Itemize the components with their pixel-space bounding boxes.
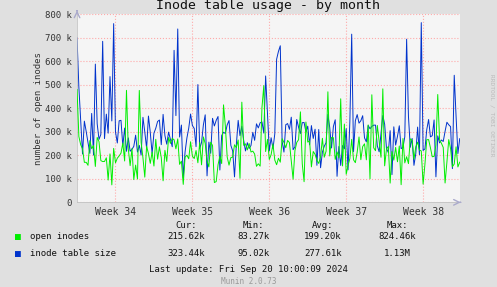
Y-axis label: number of open inodes: number of open inodes (33, 52, 43, 165)
Text: 277.61k: 277.61k (304, 249, 342, 259)
Text: Munin 2.0.73: Munin 2.0.73 (221, 277, 276, 286)
Text: RRDTOOL / TOBI OETIKER: RRDTOOL / TOBI OETIKER (490, 73, 495, 156)
Text: 1.13M: 1.13M (384, 249, 411, 259)
Text: 199.20k: 199.20k (304, 232, 342, 241)
Text: open inodes: open inodes (30, 232, 89, 241)
Title: Inode table usage - by month: Inode table usage - by month (157, 0, 380, 12)
Text: ■: ■ (15, 249, 21, 259)
Text: 215.62k: 215.62k (167, 232, 205, 241)
Text: Avg:: Avg: (312, 221, 334, 230)
Text: Cur:: Cur: (175, 221, 197, 230)
Text: 83.27k: 83.27k (238, 232, 269, 241)
Text: 95.02k: 95.02k (238, 249, 269, 259)
Text: 824.46k: 824.46k (379, 232, 416, 241)
Text: inode table size: inode table size (30, 249, 116, 259)
Text: Max:: Max: (387, 221, 409, 230)
Text: ■: ■ (15, 232, 21, 242)
Text: Min:: Min: (243, 221, 264, 230)
Text: Last update: Fri Sep 20 10:00:09 2024: Last update: Fri Sep 20 10:00:09 2024 (149, 265, 348, 274)
Text: 323.44k: 323.44k (167, 249, 205, 259)
